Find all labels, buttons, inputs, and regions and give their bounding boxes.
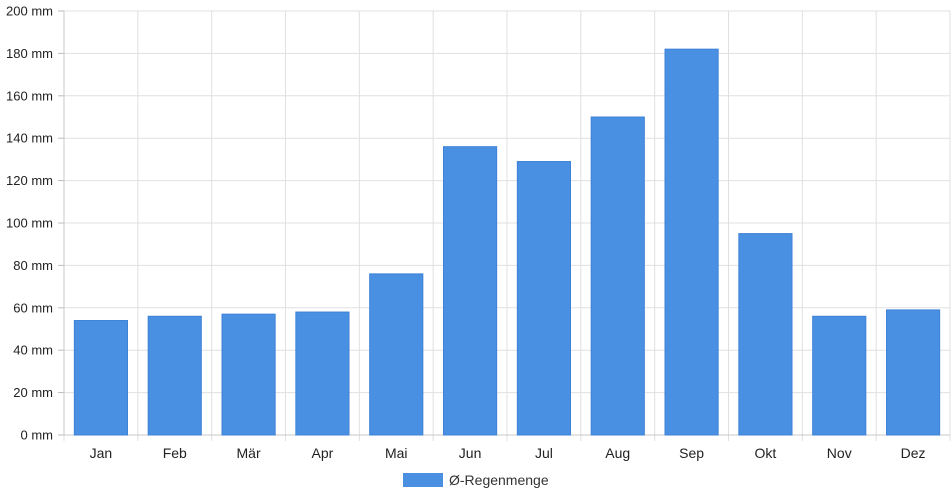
bar-jul (516, 161, 571, 436)
y-tick-label: 20 mm (13, 385, 53, 400)
x-tick-label: Mär (237, 445, 261, 461)
y-tick-label: 160 mm (6, 88, 53, 103)
x-tick-label: Aug (605, 445, 630, 461)
bar-aug (590, 116, 645, 436)
x-tick-label: Jun (459, 445, 482, 461)
y-tick-label: 40 mm (13, 343, 53, 358)
x-tick-label: Okt (755, 445, 777, 461)
bar-apr (295, 311, 350, 436)
y-tick-label: 100 mm (6, 216, 53, 231)
y-tick-label: 60 mm (13, 300, 53, 315)
y-tick-label: 0 mm (21, 428, 54, 443)
bar-okt (738, 233, 793, 436)
x-tick-label: Sep (679, 445, 704, 461)
x-tick-label: Dez (901, 445, 926, 461)
bar-mär (221, 313, 276, 436)
bar-sep (664, 48, 719, 436)
bar-chart: 0 mm 20 mm 40 mm 60 mm 80 mm 100 mm 120 mm 140 … (6, 4, 951, 461)
bar-jun (443, 146, 498, 436)
bar-nov (812, 315, 867, 436)
x-tick-label: Jan (90, 445, 113, 461)
x-tick-label: Mai (385, 445, 408, 461)
legend[interactable]: Ø-Regenmenge (403, 472, 549, 488)
x-tick-label: Feb (163, 445, 187, 461)
y-tick-label: 80 mm (13, 258, 53, 273)
bar-dez (886, 309, 941, 436)
legend-swatch (403, 473, 443, 487)
bar-mai (369, 273, 424, 436)
y-tick-label: 140 mm (6, 131, 53, 146)
x-tick-label: Jul (535, 445, 553, 461)
x-tick-label: Nov (827, 445, 852, 461)
y-tick-label: 200 mm (6, 4, 53, 19)
legend-label: Ø-Regenmenge (449, 472, 549, 488)
bar-feb (147, 315, 202, 436)
x-tick-label: Apr (312, 445, 334, 461)
bar-jan (73, 320, 128, 436)
y-tick-label: 120 mm (6, 173, 53, 188)
y-tick-label: 180 mm (6, 46, 53, 61)
